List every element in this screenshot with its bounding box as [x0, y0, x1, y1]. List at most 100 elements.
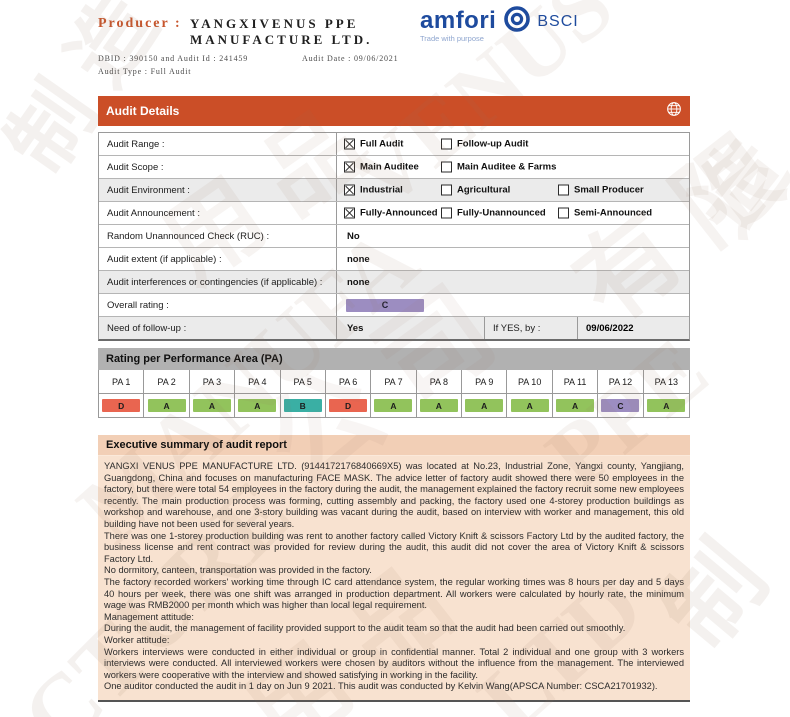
row-label: Audit interferences or contingencies (if… [99, 271, 337, 293]
checkbox-option: Fully-Announced [344, 207, 438, 219]
summary-paragraph: Management attitude: [104, 611, 194, 622]
checkbox-checked-icon[interactable] [344, 184, 355, 196]
row-value-area: none [337, 271, 689, 293]
pa-rating-cell: D [325, 394, 372, 417]
pa-rating-badge: D [102, 399, 141, 412]
audit-detail-row: Need of follow-up : Yes If YES, by :09/06/… [99, 317, 689, 339]
summary-paragraph: The factory recorded workers' working ti… [104, 576, 684, 611]
checkbox-option-label: Agricultural [457, 184, 511, 196]
checkbox-option-label: Industrial [360, 184, 403, 196]
pa-rating-badge: B [283, 399, 322, 412]
pa-rating-badge: A [419, 399, 458, 412]
pa-column-header: PA 4 [235, 370, 281, 394]
pa-header-row: PA 1 PA 2 PA 3 PA 4 PA 5 PA 6 PA 7 PA 8 PA 9 PA 1… [99, 370, 689, 394]
row-label: Audit extent (if applicable) : [99, 248, 337, 270]
checkbox-option-label: Fully-Unannounced [457, 207, 546, 219]
checkbox-option-label: Full Audit [360, 138, 404, 150]
checkbox-option-label: Semi-Announced [574, 207, 653, 219]
pa-rating-badge: C [601, 399, 640, 412]
amfori-wordmark: amfori [420, 6, 497, 34]
pa-column-header: PA 12 [598, 370, 644, 394]
executive-summary-section: Executive summary of audit report YANGXI… [98, 435, 690, 702]
pa-column-header: PA 2 [144, 370, 190, 394]
amfori-tagline: Trade with purpose [420, 33, 484, 43]
row-value-text: No [347, 230, 360, 242]
pa-column-header: PA 5 [280, 370, 326, 394]
summary-paragraph: Workers interviews were conducted in eit… [104, 646, 684, 680]
bsci-wordmark: BSCI [537, 12, 579, 30]
pa-rating-cell: A [462, 394, 508, 417]
audit-detail-row: Audit extent (if applicable) : none [99, 248, 689, 271]
pa-rating-cell: A [643, 394, 689, 417]
checkbox-option: Main Auditee [344, 161, 419, 173]
checkbox-unchecked-icon[interactable] [441, 161, 452, 173]
pa-column-header: PA 3 [189, 370, 236, 394]
checkbox-option-label: Small Producer [574, 184, 644, 196]
pa-rating-badge: A [238, 399, 277, 412]
pa-column-header: PA 8 [416, 370, 463, 394]
report-header: Producer : YANGXIVENUS PPE MANUFACTURE L… [98, 16, 690, 76]
checkbox-option: Industrial [344, 184, 403, 196]
pa-rating-badge: A [556, 399, 595, 412]
if-yes-by-label: If YES, by : [484, 317, 577, 339]
checkbox-option: Small Producer [558, 184, 644, 196]
checkbox-option: Follow-up Audit [441, 138, 529, 150]
pa-rating-badge: A [374, 399, 413, 412]
pa-column-header: PA 11 [552, 370, 599, 394]
row-value-area: none [337, 248, 689, 270]
pa-rating-badge: A [192, 399, 231, 412]
overall-rating-badge: C [346, 298, 424, 312]
row-label: Overall rating : [99, 294, 337, 316]
audit-detail-row: Audit interferences or contingencies (if… [99, 271, 689, 294]
checkbox-checked-icon[interactable] [344, 207, 355, 219]
checkbox-unchecked-icon[interactable] [441, 184, 452, 196]
row-label: Audit Environment : [99, 179, 337, 201]
producer-block: Producer : YANGXIVENUS PPE MANUFACTURE L… [98, 16, 690, 48]
checkbox-option: Main Auditee & Farms [441, 161, 556, 173]
pa-column-header: PA 1 [99, 370, 145, 394]
audit-detail-row: Audit Range : Full Audit Follow-up Audit [99, 133, 689, 156]
pa-rating-badge: A [647, 399, 686, 412]
checkbox-unchecked-icon[interactable] [441, 207, 452, 219]
pa-rating-badge: A [510, 399, 549, 412]
checkbox-option: Agricultural [441, 184, 511, 196]
follow-up-value: Yes [337, 323, 484, 334]
pa-column-header: PA 13 [643, 370, 689, 394]
pa-rating-badge: D [329, 399, 368, 412]
row-value-area: Industrial Agricultural Small Producer [337, 179, 689, 201]
checkbox-checked-icon[interactable] [344, 138, 355, 150]
row-label: Need of follow-up : [99, 317, 337, 339]
checkbox-unchecked-icon[interactable] [558, 207, 569, 219]
producer-name-line2: MANUFACTURE LTD. [190, 32, 373, 47]
checkbox-unchecked-icon[interactable] [558, 184, 569, 196]
row-value-area: Main Auditee Main Auditee & Farms [337, 156, 689, 178]
pa-rating-cell: A [144, 394, 190, 417]
pa-rating-badge: A [147, 399, 186, 412]
audit-detail-row: Audit Announcement : Fully-Announced Fully… [99, 202, 689, 225]
pa-rating-cell: B [280, 394, 326, 417]
pa-rating-badge: A [465, 399, 504, 412]
summary-paragraph: YANGXI VENUS PPE MANUFACTURE LTD. (91441… [104, 461, 684, 529]
pa-rating-cell: A [189, 394, 236, 417]
pa-rating-cell: A [507, 394, 553, 417]
summary-paragraph: During the audit, the management of faci… [104, 623, 626, 634]
executive-summary-text: YANGXI VENUS PPE MANUFACTURE LTD. (91441… [98, 456, 690, 700]
executive-summary-title: Executive summary of audit report [98, 435, 690, 456]
pa-rating-section: Rating per Performance Area (PA) PA 1 PA … [98, 348, 690, 418]
audit-details-table: Audit Range : Full Audit Follow-up Audit Au… [98, 132, 690, 341]
pa-rating-table: PA 1 PA 2 PA 3 PA 4 PA 5 PA 6 PA 7 PA 8 PA 9 PA 1… [98, 370, 690, 418]
audit-details-title: Audit Details [106, 104, 180, 118]
checkbox-checked-icon[interactable] [344, 161, 355, 173]
checkbox-option: Fully-Unannounced [441, 207, 546, 219]
pa-rating-cell: A [416, 394, 463, 417]
globe-icon [666, 101, 682, 122]
producer-name-line1: YANGXIVENUS PPE [190, 16, 359, 31]
row-label: Audit Range : [99, 133, 337, 155]
row-label: Audit Announcement : [99, 202, 337, 224]
row-label: Random Unannounced Check (RUC) : [99, 225, 337, 247]
checkbox-unchecked-icon[interactable] [441, 138, 452, 150]
summary-paragraph: No dormitory, canteen, transportation wa… [104, 565, 372, 576]
checkbox-option-label: Follow-up Audit [457, 138, 529, 150]
pa-rating-cell: D [99, 394, 145, 417]
